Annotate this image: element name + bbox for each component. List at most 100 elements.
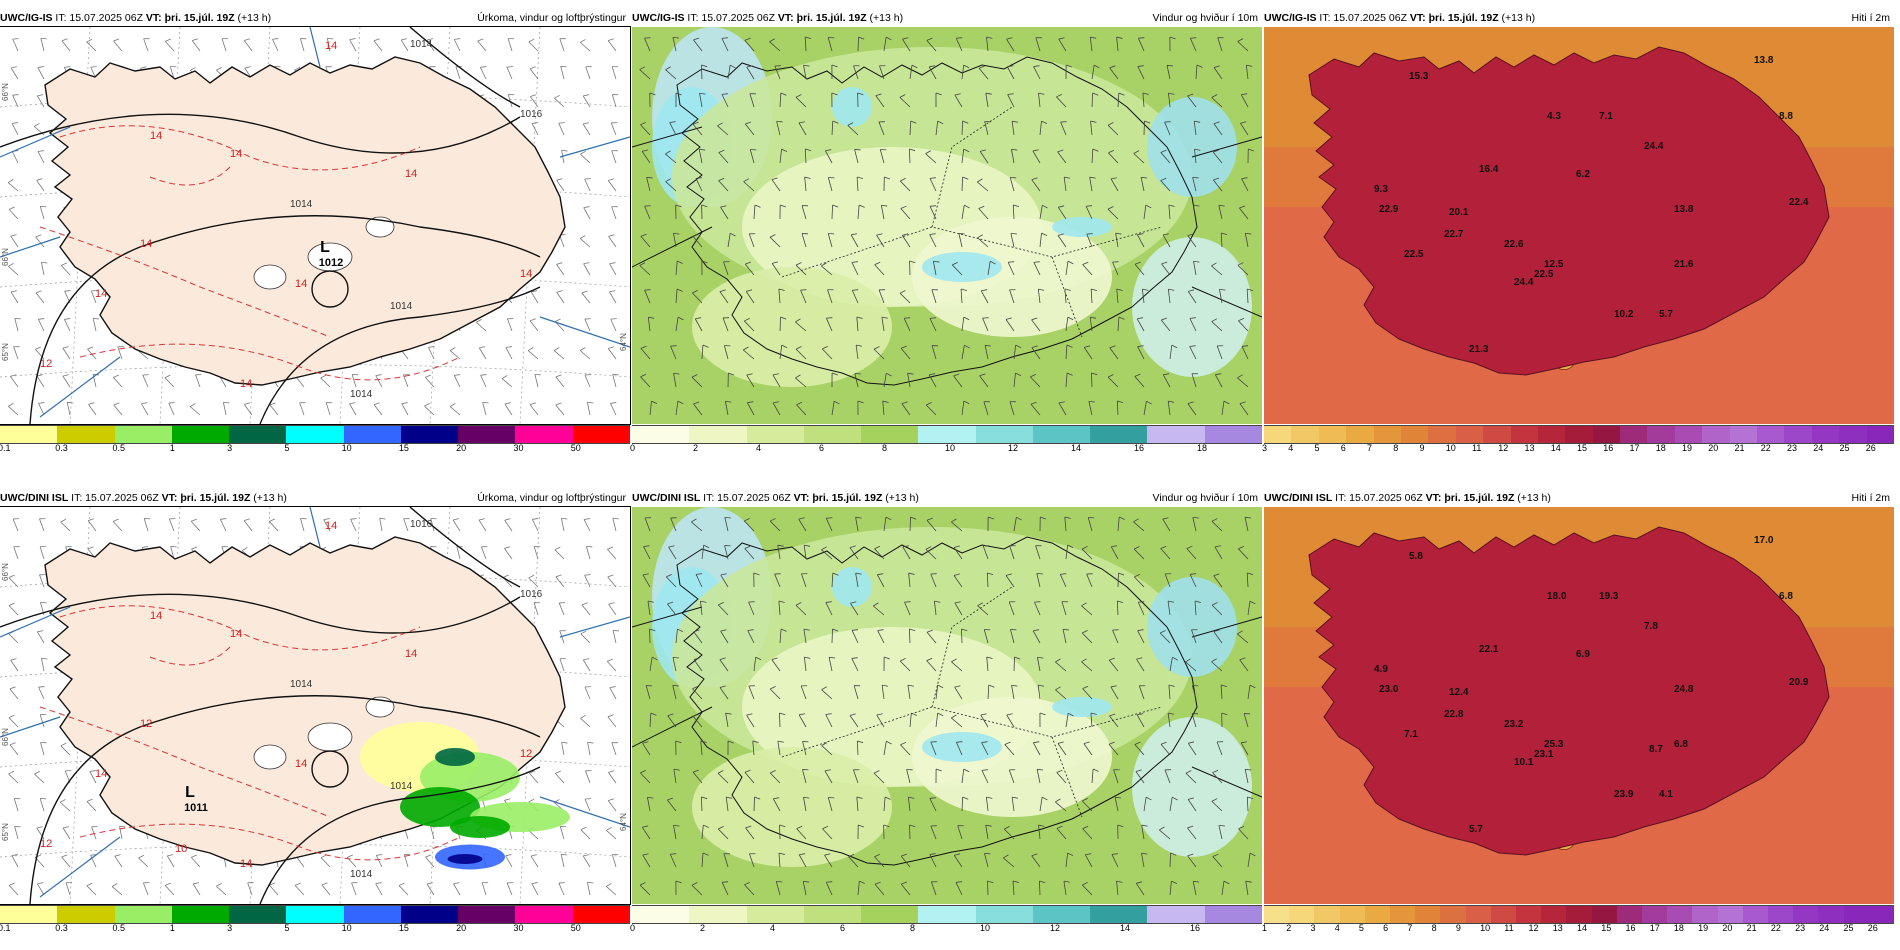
colorbar-swatch: [1264, 426, 1292, 443]
colorbar-swatch: [1717, 906, 1743, 923]
colorbar-swatch: [171, 906, 230, 923]
colorbar-swatch: [632, 426, 690, 443]
colorbar-tick-label: 12: [1050, 923, 1061, 933]
colorbar-tick-label: 23: [1787, 443, 1798, 453]
valid-time: VT: þri. 15.júl. 19Z: [777, 12, 867, 24]
colorbar-swatch: [1742, 906, 1769, 923]
temperature-value: 7.8: [1644, 621, 1658, 632]
isobar-label: 1014: [410, 39, 433, 50]
iceland-outline: [1308, 526, 1830, 856]
colorbar-swatch: [57, 426, 115, 443]
temperature-value: 23.1: [1534, 749, 1554, 760]
temperature-label: 14: [520, 268, 532, 280]
colorbar-tick-label: 19: [1682, 443, 1693, 453]
temperature-value: 9.3: [1374, 184, 1388, 195]
colorbar-swatch: [1264, 906, 1290, 923]
colorbar-swatch: [1866, 426, 1894, 443]
colorbar-tick-label: 5: [284, 923, 290, 933]
temperature-label: 14: [295, 758, 307, 770]
temperature-value: 6.2: [1576, 169, 1590, 180]
init-time: IT: 15.07.2025 06Z: [687, 12, 775, 24]
colorbar-tick-label: 0: [630, 443, 636, 453]
colorbar-swatch: [1490, 906, 1517, 923]
colorbar-tick-label: 18: [1655, 443, 1666, 453]
colorbar-swatch: [1667, 906, 1693, 923]
colorbar-tick-label: 20: [1708, 443, 1719, 453]
colorbar-swatch: [1516, 906, 1542, 923]
colorbar-tick-label: 0.5: [112, 443, 126, 453]
colorbar-swatch: [1373, 426, 1401, 443]
temperature-label: 14: [240, 378, 252, 390]
temperature-value: 22.5: [1404, 249, 1424, 260]
temperature-value: 22.1: [1479, 644, 1499, 655]
colorbar-tick-label: 22: [1770, 923, 1781, 933]
temperature-value: 22.8: [1444, 709, 1464, 720]
colorbar-tick-label: 21: [1746, 923, 1757, 933]
colorbar-swatch: [1314, 906, 1340, 923]
lead-time: (+13 h): [885, 492, 919, 504]
colorbar-swatch: [0, 426, 58, 443]
colorbar-swatch: [286, 906, 344, 923]
colorbar-tick-label: 0.3: [55, 443, 68, 453]
colorbar-swatch: [57, 906, 115, 923]
isobar-label: 1014: [350, 869, 373, 880]
colorbar-tick-label: 21: [1734, 443, 1745, 453]
colorbar-tick-label: 11: [1472, 443, 1482, 453]
init-time: IT: 15.07.2025 06Z: [703, 492, 791, 504]
panel-header: UWC/IG-IS IT: 15.07.2025 06Z VT: þri. 15…: [0, 10, 630, 26]
colorbar-ticks: 0.1 0.3 0.5 1 3 5 10 15 20 30 50: [0, 443, 630, 455]
temperature-value: 7.1: [1404, 729, 1418, 740]
colorbar-swatch: [1674, 426, 1703, 443]
colorbar-swatch: [1147, 906, 1205, 923]
colorbar-tick-label: 14: [1550, 443, 1561, 453]
colorbar-tick-label: 30: [513, 443, 524, 453]
colorbar-swatch: [1440, 906, 1466, 923]
colorbar-tick-label: 16: [1603, 443, 1614, 453]
temperature-value: 21.3: [1469, 344, 1489, 355]
init-time: IT: 15.07.2025 06Z: [71, 492, 159, 504]
colorbar-tick-label: 3: [227, 443, 233, 453]
colorbar-swatch: [1565, 426, 1593, 443]
temperature-value: 4.3: [1547, 111, 1561, 122]
colorbar-tick-label: 20: [456, 443, 467, 453]
colorbar-tick-label: 3: [1262, 443, 1268, 453]
colorbar-swatch: [1729, 426, 1758, 443]
colorbar-swatch: [1318, 426, 1347, 443]
isobar-label: 1014: [390, 781, 413, 792]
colorbar-tick-label: 10: [341, 443, 352, 453]
map-svg: 17.0 6.8 19.3 18.0 5.8 7.1 22.1 7.8 6.9 20.9 24.8 1…: [1264, 507, 1894, 904]
colorbar-tick-label: 30: [513, 923, 524, 933]
temperature-value: 24.8: [1674, 684, 1694, 695]
glacier-outline: [253, 264, 287, 290]
colorbar-tick-label: 6: [1383, 923, 1389, 933]
colorbar-tick-label: 18: [1673, 923, 1684, 933]
temperature-value: 24.4: [1644, 141, 1664, 152]
init-time: IT: 15.07.2025 06Z: [1335, 492, 1423, 504]
colorbar-swatch: [1415, 906, 1441, 923]
temperature-label: 14: [325, 40, 337, 52]
temperature-value: 21.6: [1674, 259, 1694, 270]
iceland-coastline: [44, 56, 566, 386]
colorbar-tick-label: 19: [1698, 923, 1709, 933]
colorbar-swatch: [861, 906, 919, 923]
colorbar-tick-label: 11: [1504, 923, 1514, 933]
colorbar-tick-label: 8: [1431, 923, 1437, 933]
panel-temp-dini-isl: UWC/DINI ISL IT: 15.07.2025 06Z VT: þri.…: [1262, 490, 1895, 950]
temperature-value: 5.7: [1659, 309, 1673, 320]
colorbar-ticks: 3 4 5 6 7 8 9 10 11 12 13 14 15 16 17 18 19 20 21 22 23 24 25 2…: [1262, 443, 1894, 455]
panel-title: Úrkoma, vindur og loftþrýstingur: [477, 12, 626, 24]
colorbar-swatch: [1032, 906, 1091, 923]
map-svg: [632, 27, 1262, 424]
projection-lines: [632, 606, 1262, 798]
temperature-value: 12.4: [1449, 687, 1469, 698]
colorbar-tick-label: 5: [1358, 923, 1364, 933]
temperature-label: 12: [520, 748, 532, 760]
temperature-value: 22.6: [1504, 239, 1524, 250]
colorbar-swatch: [1818, 906, 1844, 923]
temperature-value: 10.1: [1514, 757, 1534, 768]
colorbar: [0, 425, 630, 444]
panel-title: Úrkoma, vindur og loftþrýstingur: [477, 492, 626, 504]
colorbar-swatch: [632, 906, 690, 923]
colorbar-swatch: [114, 906, 172, 923]
map-svg: [632, 507, 1262, 904]
